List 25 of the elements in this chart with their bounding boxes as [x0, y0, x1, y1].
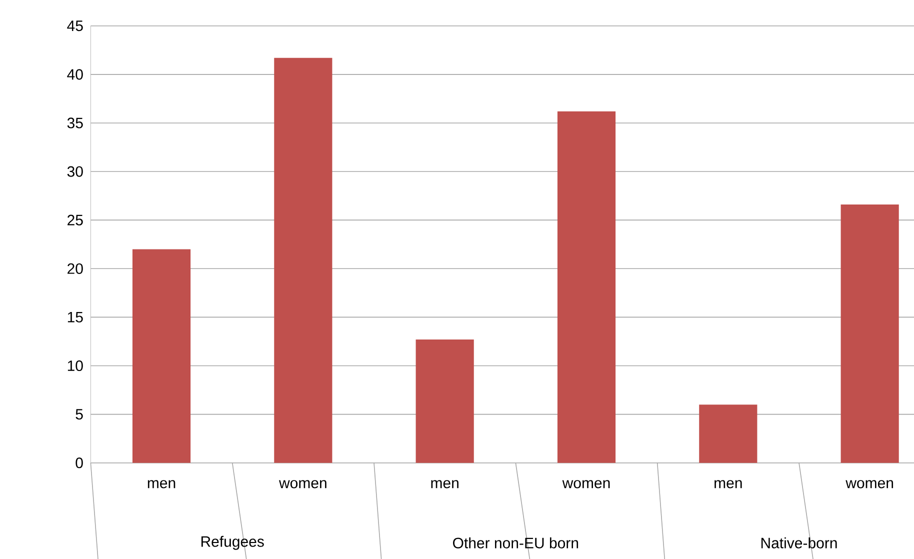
bar	[557, 111, 616, 463]
y-tick-label: 15	[68, 312, 83, 322]
x-tick-label: women	[562, 480, 610, 488]
bar	[699, 404, 758, 463]
text: Refugees	[201, 536, 264, 550]
bar	[840, 204, 899, 463]
y-tick-label: 30	[67, 166, 83, 177]
bar	[416, 340, 474, 463]
x-tick-label: women	[846, 480, 894, 488]
y-tick-label: 10	[68, 360, 83, 372]
y-tick-label: 20	[68, 263, 83, 274]
x-tick-label: women	[278, 480, 326, 488]
x-tick-label: men	[431, 480, 458, 488]
y-tick-label: 35	[67, 118, 83, 128]
text: Native-born	[761, 537, 837, 548]
y-tick-label: 0	[76, 458, 83, 468]
y-tick-label: 25	[68, 214, 83, 226]
y-tick-label: 40	[67, 69, 83, 80]
y-tick-label: 45	[67, 20, 83, 32]
x-tick-label: men	[148, 480, 176, 488]
bar	[132, 249, 191, 463]
bar	[274, 58, 332, 463]
x-tick-label: men	[714, 480, 742, 488]
text: Other non-EU born	[453, 537, 578, 548]
y-tick-label: 5	[76, 409, 83, 420]
